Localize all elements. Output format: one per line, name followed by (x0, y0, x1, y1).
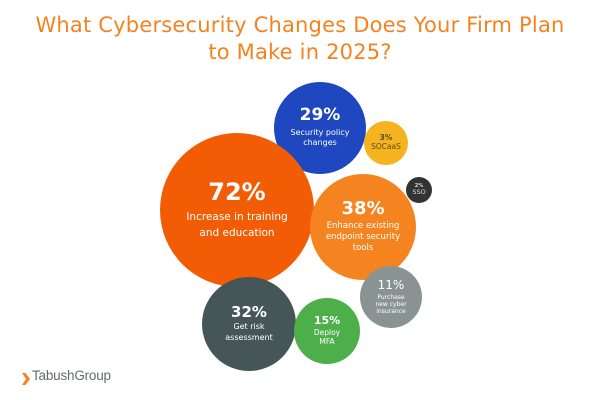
bubble-label: insurance (376, 307, 406, 315)
tabush-group-logo: TabushGroup (22, 368, 111, 385)
bubble-socaas: 3% SOCaaS (364, 121, 408, 165)
bubble-label: SOCaaS (371, 142, 401, 152)
bubble-label: Enhance existing (326, 220, 400, 231)
chart-title: What Cybersecurity Changes Does Your Fir… (0, 12, 600, 66)
bubble-endpoint-security: 38% Enhance existing endpoint security t… (310, 174, 416, 280)
logo-text: TabushGroup (32, 368, 111, 383)
bubble-label: Get risk (233, 322, 265, 332)
bubble-sso: 2% SSO (406, 177, 432, 203)
chevron-right-icon (22, 370, 30, 385)
bubble-label: changes (303, 138, 337, 148)
bubble-label: Security policy (290, 128, 350, 138)
bubble-percent: 3% (379, 133, 393, 143)
bubble-label: Deploy (313, 327, 341, 337)
bubble-label: MFA (319, 337, 335, 347)
chart-title-line-1: What Cybersecurity Changes Does Your Fir… (35, 13, 565, 37)
bubble-label: endpoint security (325, 231, 401, 242)
bubble-percent: 15% (313, 313, 341, 327)
chart-title-line-2: to Make in 2025? (208, 40, 392, 64)
bubble-label: assessment (225, 332, 273, 342)
bubble-cyber-insurance: 11% Purchase new cyber insurance (360, 266, 422, 328)
bubble-risk-assessment: 32% Get risk assessment (202, 277, 296, 371)
bubble-percent: 2% (414, 183, 424, 190)
bubble-label: Purchase (377, 293, 405, 301)
bubble-percent: 38% (341, 197, 385, 219)
bubble-deploy-mfa: 15% Deploy MFA (294, 298, 360, 364)
bubble-label: Increase in training (186, 210, 288, 223)
bubble-percent: 11% (377, 277, 405, 292)
bubble-label: and education (199, 226, 275, 239)
bubble-label: tools (352, 242, 374, 253)
bubble-label: new cyber (375, 300, 407, 308)
bubble-percent: 32% (231, 302, 267, 321)
bubble-training-education: 72% Increase in training and education (160, 133, 314, 287)
bubble-percent: 29% (299, 105, 341, 126)
bubble-percent: 72% (208, 177, 266, 206)
bubble-label: SSO (412, 188, 426, 197)
